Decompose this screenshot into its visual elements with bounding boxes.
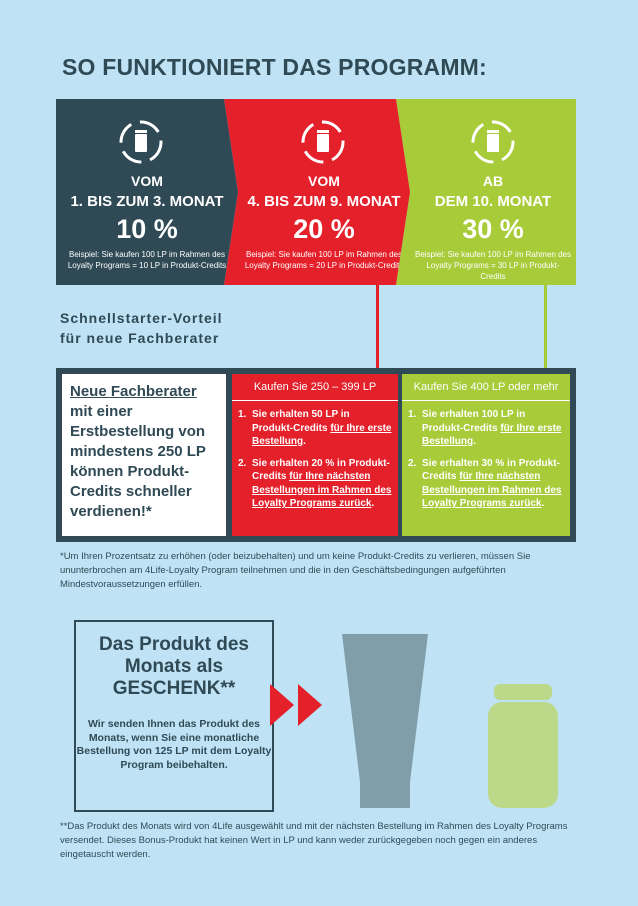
loyalty-cycle-icon [471,120,515,164]
tier-400-plus-head: Kaufen Sie 400 LP oder mehr [402,374,570,401]
list-item: 1. Sie erhalten 100 LP in Produkt-Credits… [408,409,562,447]
step-3-line1: AB [482,173,504,189]
gift-description: Wir senden Ihnen das Produkt des Monats,… [76,718,272,771]
product-jar-icon [488,684,558,808]
tier-250-399-body: 1. Sie erhalten 50 LP in Produkt-Credits … [232,402,398,536]
list-item: 2. Sie erhalten 20 % in Produkt-Credits f… [238,457,392,510]
tier-400-plus: Kaufen Sie 400 LP oder mehr 1. Sie erhalt… [402,374,570,536]
product-tube-icon [342,634,428,808]
footnote-2: **Das Produkt des Monats wird von 4Life … [60,821,568,860]
step-2-percent: 20 % [293,214,355,244]
page-title: SO FUNKTIONIERT DAS PROGRAMM: [62,54,487,80]
step-1-percent: 10 % [116,214,178,244]
step-3-line2: DEM 10. MONAT [434,193,552,210]
step-1-line2: 1. BIS ZUM 3. MONAT [70,193,224,210]
starter-heading: Schnellstarter-Vorteil für neue Fachbera… [60,308,223,348]
new-consultant-box: Neue Fachberater mit einer Erstbestellun… [62,374,226,536]
step-2: VOM 4. BIS ZUM 9. MONAT 20 % Beispiel: S… [224,99,410,285]
step-1: VOM 1. BIS ZUM 3. MONAT 10 % Beispiel: S… [56,99,238,285]
list-item: 2. Sie erhalten 30 % in Produkt-Credits f… [408,457,562,510]
step-3-example: Beispiel: Sie kaufen 100 LP im Rahmen de… [415,250,571,281]
step-2-line2: 4. BIS ZUM 9. MONAT [247,193,401,210]
step-2-line1: VOM [308,173,340,189]
new-consultant-rest: mit einer Erstbestellung von mindestens … [70,403,206,520]
starter-offer-box: Neue Fachberater mit einer Erstbestellun… [56,368,576,542]
steps-banner: VOM 1. BIS ZUM 3. MONAT 10 % Beispiel: S… [56,99,576,285]
tier-250-399-head: Kaufen Sie 250 – 399 LP [232,374,398,401]
loyalty-cycle-icon [119,120,163,164]
step-1-example: Beispiel: Sie kaufen 100 LP im Rahmen de… [67,250,227,270]
connector-red [376,285,379,371]
loyalty-cycle-icon [301,120,345,164]
step-3: AB DEM 10. MONAT 30 % Beispiel: Sie kauf… [396,99,576,285]
footnote-1: *Um Ihren Prozentsatz zu erhöhen (oder b… [60,551,531,590]
gift-box: Das Produkt des Monats als GESCHENK** Wi… [74,620,274,812]
tier-250-399: Kaufen Sie 250 – 399 LP 1. Sie erhalten 5… [232,374,398,536]
double-arrow-icon [270,684,322,726]
new-consultant-text: Neue Fachberater mit einer Erstbestellun… [70,382,220,522]
step-1-line1: VOM [131,173,163,189]
connector-green [544,285,547,371]
starter-line1: Schnellstarter-Vorteil [60,310,223,326]
step-3-percent: 30 % [462,214,524,244]
list-item: 1. Sie erhalten 50 LP in Produkt-Credits … [238,409,392,447]
step-2-example: Beispiel: Sie kaufen 100 LP im Rahmen de… [244,250,404,270]
tier-400-plus-body: 1. Sie erhalten 100 LP in Produkt-Credits… [402,402,570,536]
new-consultant-heading: Neue Fachberater [70,383,197,400]
starter-line2: für neue Fachberater [60,330,220,346]
gift-title: Das Produkt des Monats als GESCHENK** [99,634,249,699]
